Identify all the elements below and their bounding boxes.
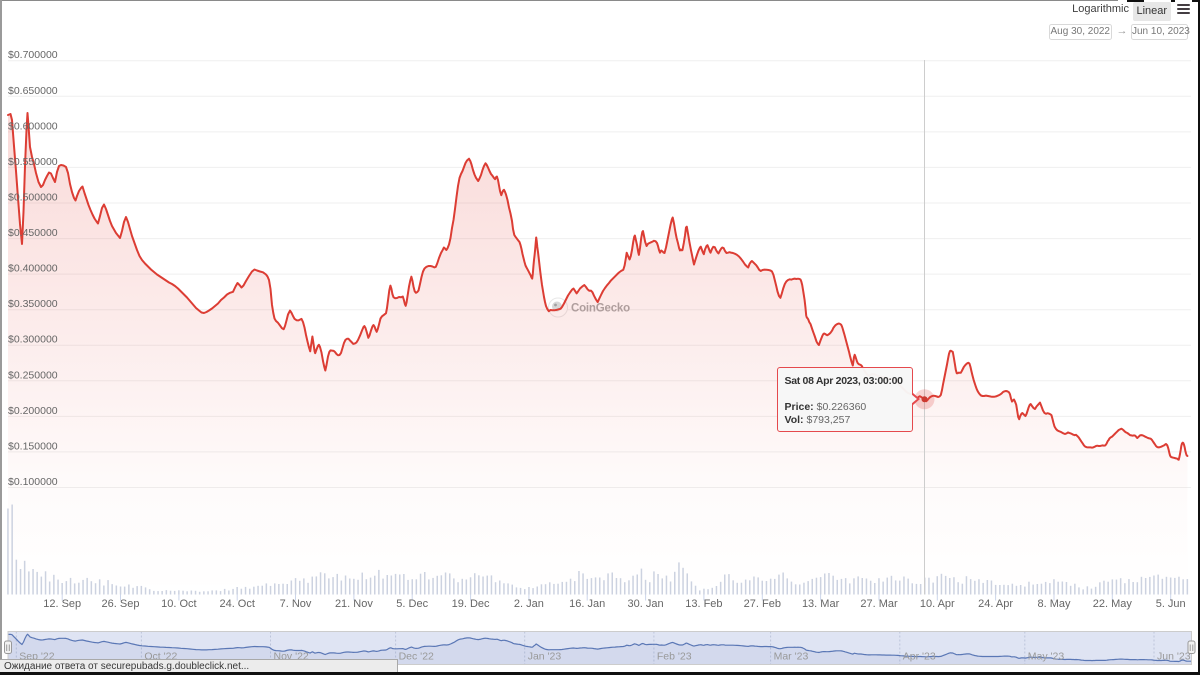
svg-text:10. Apr: 10. Apr — [920, 598, 955, 610]
svg-text:27. Feb: 27. Feb — [744, 598, 781, 610]
svg-text:13. Feb: 13. Feb — [685, 598, 722, 610]
svg-text:$0.500000: $0.500000 — [8, 192, 58, 204]
svg-text:10. Oct: 10. Oct — [161, 598, 196, 610]
svg-text:21. Nov: 21. Nov — [335, 598, 373, 610]
svg-text:Dec '22: Dec '22 — [399, 651, 434, 663]
svg-text:$0.650000: $0.650000 — [8, 85, 58, 97]
svg-text:$0.200000: $0.200000 — [8, 405, 58, 417]
svg-text:24. Oct: 24. Oct — [219, 598, 254, 610]
svg-text:$0.600000: $0.600000 — [8, 120, 58, 132]
svg-text:Apr '23: Apr '23 — [903, 651, 936, 663]
svg-text:5. Dec: 5. Dec — [396, 598, 428, 610]
svg-text:2. Jan: 2. Jan — [514, 598, 544, 610]
svg-text:$0.700000: $0.700000 — [8, 49, 58, 61]
svg-text:5. Jun: 5. Jun — [1156, 598, 1186, 610]
svg-text:8. May: 8. May — [1037, 598, 1071, 610]
svg-text:22. May: 22. May — [1093, 598, 1133, 610]
svg-text:May '23: May '23 — [1028, 651, 1065, 663]
svg-text:Jun '23: Jun '23 — [1157, 651, 1191, 663]
svg-text:$0.100000: $0.100000 — [8, 476, 58, 488]
svg-text:$0.300000: $0.300000 — [8, 334, 58, 346]
svg-text:16. Jan: 16. Jan — [569, 598, 605, 610]
svg-text:12. Sep: 12. Sep — [43, 598, 81, 610]
svg-text:13. Mar: 13. Mar — [802, 598, 840, 610]
svg-text:19. Dec: 19. Dec — [452, 598, 490, 610]
svg-text:30. Jan: 30. Jan — [628, 598, 664, 610]
svg-text:Mar '23: Mar '23 — [774, 651, 809, 663]
svg-text:24. Apr: 24. Apr — [978, 598, 1013, 610]
svg-text:$0.350000: $0.350000 — [8, 298, 58, 310]
svg-text:$0.550000: $0.550000 — [8, 156, 58, 168]
svg-text:$0.250000: $0.250000 — [8, 369, 58, 381]
svg-text:27. Mar: 27. Mar — [860, 598, 898, 610]
svg-text:$0.450000: $0.450000 — [8, 227, 58, 239]
svg-text:Feb '23: Feb '23 — [657, 651, 692, 663]
svg-text:7. Nov: 7. Nov — [280, 598, 312, 610]
svg-text:$0.400000: $0.400000 — [8, 263, 58, 275]
svg-text:26. Sep: 26. Sep — [102, 598, 140, 610]
svg-text:$0.150000: $0.150000 — [8, 440, 58, 452]
svg-text:Jan '23: Jan '23 — [528, 651, 562, 663]
